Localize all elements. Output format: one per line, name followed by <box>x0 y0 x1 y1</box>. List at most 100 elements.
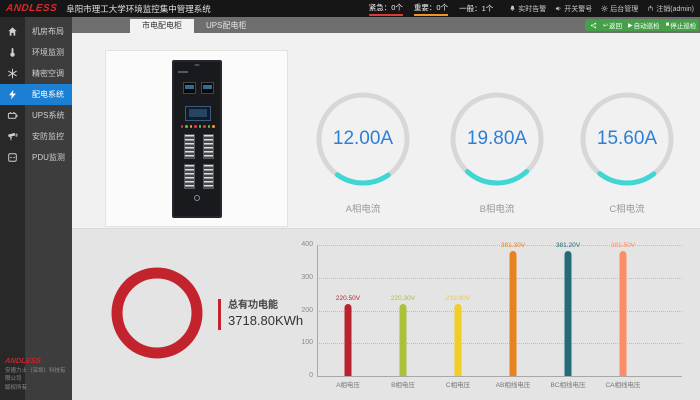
alarm-major-count[interactable]: 重要：0个 <box>413 2 449 16</box>
bar-value-label: 381.50V <box>610 242 636 250</box>
back-button[interactable]: ↩ 返回 <box>603 20 622 31</box>
app-title: 阜阳市理工大学环境监控集中管理系统 <box>66 3 211 14</box>
logout-button[interactable]: 注销(admin) <box>647 4 694 14</box>
gauge-value: 12.00A <box>332 128 394 149</box>
auto-patrol-label: 自动巡检 <box>633 23 660 30</box>
bar-value-label: 381.30V <box>500 242 526 250</box>
breaker-panel <box>183 164 195 189</box>
bar-line-ab-voltage[interactable]: 381.30V AB相线电压 <box>491 240 535 400</box>
bar <box>619 251 627 376</box>
socket-icon <box>0 152 25 163</box>
sidebar-item-pdu-monitoring[interactable]: PDU监测 <box>0 147 72 168</box>
sidebar-item-ups-system[interactable]: UPS系统 <box>0 105 72 126</box>
bar-value-label: 219.80V <box>445 295 471 302</box>
alarm-sound-toggle-button[interactable]: 开关警号 <box>555 4 592 14</box>
y-axis <box>317 245 318 376</box>
gauge-ring <box>580 92 674 186</box>
sidebar-item-label: 机房布局 <box>32 27 64 36</box>
y-tick: 200 <box>301 306 313 314</box>
gridline <box>317 310 682 312</box>
stop-patrol-button[interactable]: ■ 停止巡检 <box>666 20 697 30</box>
sidebar-item-label: 安防监控 <box>32 132 64 141</box>
bar-value-label: 220.50V <box>335 294 361 302</box>
bar-category-label: C相电压 <box>445 382 471 389</box>
y-tick: 300 <box>301 273 313 281</box>
tab-bar: 市电配电柜 UPS配电柜 ↩ 返回 ▶ 自动巡检 ■ 停止巡检 <box>72 17 700 33</box>
alarm-summary: 紧急：0个 重要：0个 一般：1个 <box>368 2 494 16</box>
gauge-ring <box>316 92 410 186</box>
distribution-cabinet-image <box>171 60 222 218</box>
led-green <box>185 125 188 128</box>
sidebar-item-environment[interactable]: 环境监测 <box>0 42 72 63</box>
thermometer-icon <box>0 47 25 58</box>
sidebar-item-precision-ac[interactable]: 精密空调 <box>0 63 72 84</box>
bar-category-label: CA相线电压 <box>605 382 641 389</box>
rack-nameplate <box>177 71 188 73</box>
bar-phase-a-voltage[interactable]: 220.50V A相电压 <box>326 240 370 400</box>
auto-patrol-button[interactable]: ▶ 自动巡检 <box>628 20 660 31</box>
sidebar-item-label: 环境监测 <box>32 48 64 57</box>
y-tick: 100 <box>301 339 313 347</box>
rack-meter <box>182 82 196 94</box>
alarm-minor-count[interactable]: 一般：1个 <box>459 3 494 13</box>
gridline <box>317 245 682 246</box>
gauge-phase-c-current: 15.60A C相电流 <box>577 89 677 215</box>
rack-led-indicators <box>180 125 215 128</box>
sidebar-item-power-distribution[interactable]: 配电系统 <box>0 84 72 105</box>
lightning-icon <box>0 89 25 100</box>
snowflake-icon <box>0 68 25 79</box>
gauge-phase-b-current: 19.80A B相电流 <box>447 89 547 215</box>
cabinet-image-card[interactable] <box>105 50 288 227</box>
sidebar-item-security-monitoring[interactable]: 安防监控 <box>0 126 72 147</box>
bar-phase-b-voltage[interactable]: 220.30V B相电压 <box>381 240 425 400</box>
rack-door-handle <box>193 195 200 201</box>
top-header: ANDLESS 阜阳市理工大学环境监控集中管理系统 紧急：0个 重要：0个 一般… <box>0 0 700 17</box>
app-logo: ANDLESS <box>5 3 58 14</box>
tab-mains-distribution-cabinet[interactable]: 市电配电柜 <box>130 19 194 33</box>
tab-ups-distribution-cabinet[interactable]: UPS配电柜 <box>206 21 247 30</box>
gauge-label: C相电流 <box>609 204 645 215</box>
footer-copyright: 版权所有 <box>5 385 28 392</box>
gauge-label: A相电流 <box>345 204 381 215</box>
energy-value: 3718.80KWh <box>228 313 304 328</box>
return-arrow-icon: ↩ <box>603 22 609 29</box>
energy-ring <box>111 267 203 359</box>
patrol-toolbar: ↩ 返回 ▶ 自动巡检 ■ 停止巡检 <box>585 19 699 31</box>
stop-patrol-label: 停止巡检 <box>670 23 697 30</box>
bar-value-label: 220.30V <box>390 294 416 302</box>
led-green <box>207 125 210 128</box>
gauge-ring <box>450 92 544 186</box>
admin-backend-button[interactable]: 后台管理 <box>601 4 638 14</box>
speaker-icon <box>556 6 561 11</box>
power-icon <box>648 5 654 12</box>
header-buttons: 实时告警 开关警号 后台管理 注销(admin) <box>509 4 694 14</box>
bar-line-bc-voltage[interactable]: 381.20V BC相线电压 <box>546 240 590 400</box>
gear-icon <box>601 5 608 12</box>
led-orange <box>189 125 192 128</box>
sidebar-item-label: UPS系统 <box>32 111 65 120</box>
alarm-urgent-count[interactable]: 紧急：0个 <box>368 2 403 16</box>
bar <box>509 251 517 376</box>
battery-icon <box>0 110 25 121</box>
stop-icon: ■ <box>665 22 670 28</box>
bar <box>564 251 572 376</box>
button-label: 实时告警 <box>518 5 547 13</box>
bar-value-label: 381.20V <box>555 242 581 250</box>
breaker-panel <box>183 134 195 159</box>
share-icon[interactable] <box>590 22 597 29</box>
sidebar-item-label: 配电系统 <box>32 90 64 99</box>
bar-phase-c-voltage[interactable]: 219.80V C相电压 <box>436 240 480 400</box>
sidebar-footer: ANDLESS 安德力士（深圳）科技有限公司 版权所有 <box>5 355 70 393</box>
led-red <box>203 125 206 128</box>
button-label: 后台管理 <box>610 5 639 13</box>
main-content: 12.00A A相电流 19.80A B相电流 15.60A C相电流 总有功电… <box>72 33 700 400</box>
led-orange <box>212 125 215 128</box>
realtime-alarm-button[interactable]: 实时告警 <box>509 4 546 14</box>
sidebar-item-room-layout[interactable]: 机房布局 <box>0 21 72 42</box>
camera-icon <box>0 131 25 142</box>
gauge-label: B相电流 <box>479 204 515 215</box>
rack-meter <box>200 82 214 94</box>
button-label: 开关警号 <box>564 5 593 13</box>
bar-line-ca-voltage[interactable]: 381.50V CA相线电压 <box>601 240 645 400</box>
